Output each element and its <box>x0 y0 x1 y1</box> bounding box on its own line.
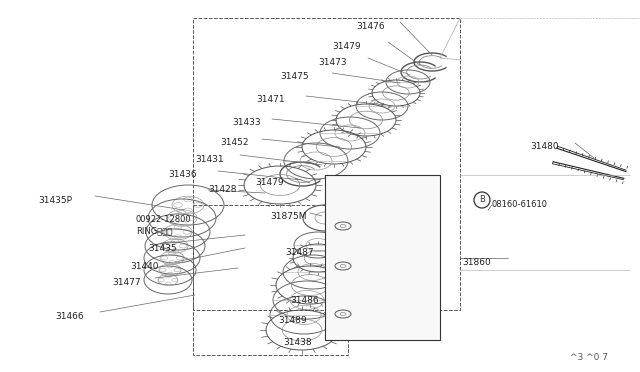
Text: 31440: 31440 <box>130 262 159 271</box>
Text: 31862: 31862 <box>378 282 406 291</box>
Text: 31486: 31486 <box>290 296 319 305</box>
Text: 31479: 31479 <box>332 42 360 51</box>
Text: 31489: 31489 <box>278 316 307 325</box>
Text: 31872: 31872 <box>378 192 406 201</box>
Text: 31479: 31479 <box>255 178 284 187</box>
Text: B: B <box>479 196 485 205</box>
Text: 31473: 31473 <box>318 58 347 67</box>
Text: 31431: 31431 <box>195 155 223 164</box>
Text: 31452: 31452 <box>220 138 248 147</box>
Text: 31428: 31428 <box>208 185 237 194</box>
Text: 31435: 31435 <box>148 244 177 253</box>
Text: 31438: 31438 <box>283 338 312 347</box>
Text: 31480: 31480 <box>530 142 559 151</box>
Text: 00922-12800: 00922-12800 <box>136 215 191 224</box>
Text: 31435P: 31435P <box>38 196 72 205</box>
Text: 31466: 31466 <box>55 312 84 321</box>
Text: 31433: 31433 <box>232 118 260 127</box>
Text: 31863: 31863 <box>378 298 407 307</box>
Text: 31860: 31860 <box>462 258 491 267</box>
Text: 31873: 31873 <box>378 210 407 219</box>
Text: 31436: 31436 <box>168 170 196 179</box>
Text: 08160-61610: 08160-61610 <box>492 200 548 209</box>
Bar <box>325 175 440 340</box>
Text: 31864: 31864 <box>378 266 406 275</box>
Text: 31864: 31864 <box>378 314 406 323</box>
Bar <box>193 205 348 355</box>
Text: 31475: 31475 <box>280 72 308 81</box>
Text: ^3 ^0 7: ^3 ^0 7 <box>570 353 608 362</box>
Text: 31471: 31471 <box>256 95 285 104</box>
Text: 31487: 31487 <box>285 248 314 257</box>
Bar <box>193 18 460 310</box>
Text: 31477: 31477 <box>112 278 141 287</box>
Text: 31875M: 31875M <box>270 212 307 221</box>
Text: 31864: 31864 <box>378 226 406 235</box>
Text: RINGリング: RINGリング <box>136 226 172 235</box>
Text: 31476: 31476 <box>356 22 385 31</box>
